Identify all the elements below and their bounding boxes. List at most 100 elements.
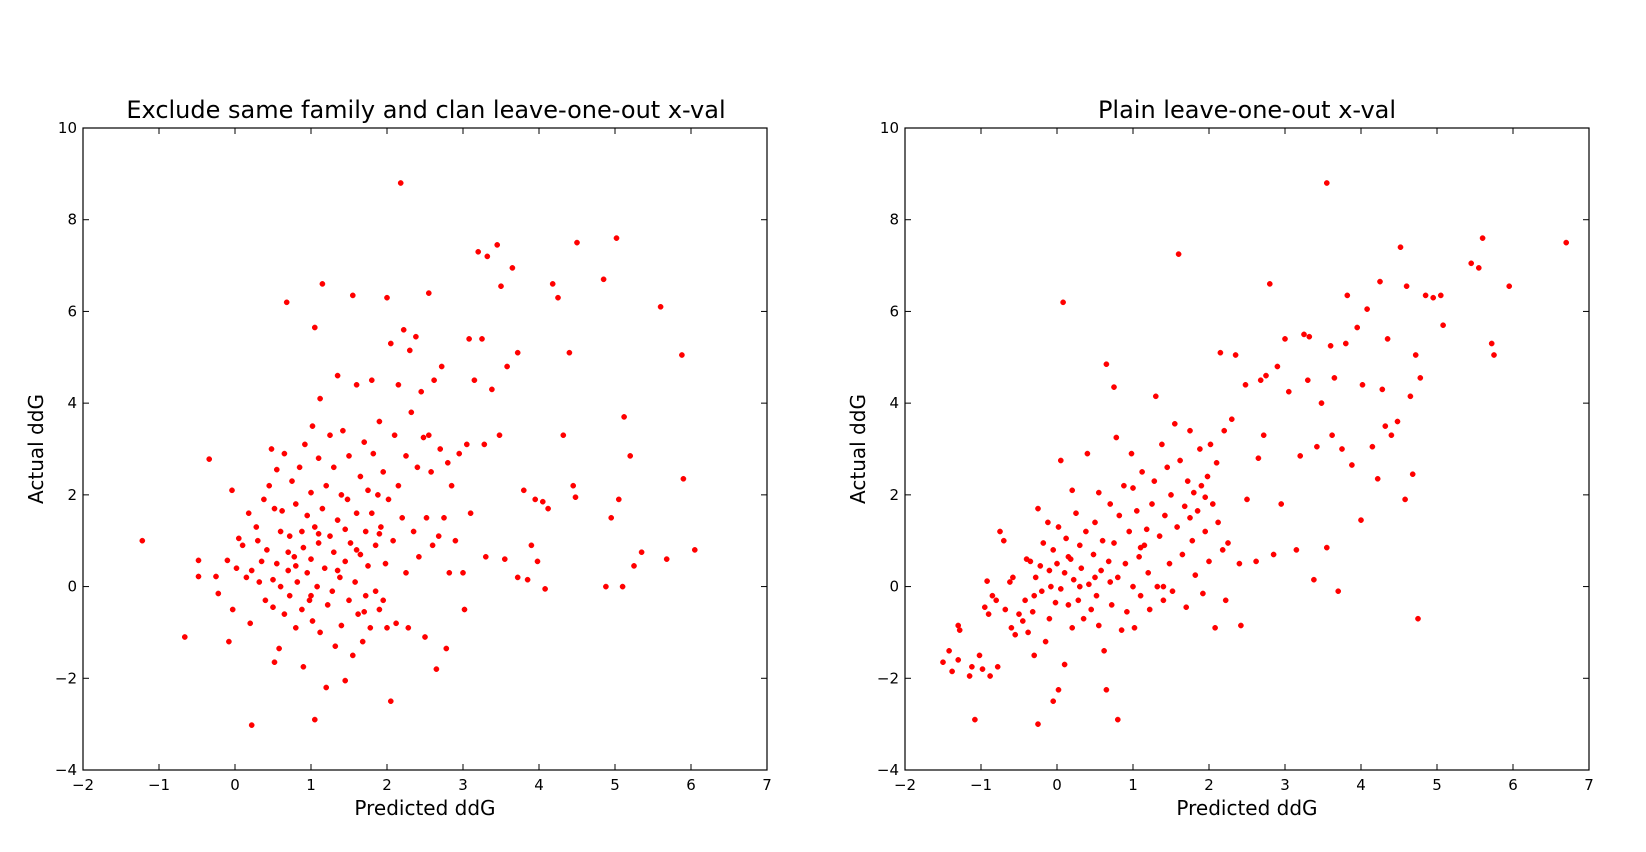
right-plot-point xyxy=(1278,501,1285,507)
right-plot-point xyxy=(1174,524,1180,530)
left-plot-point xyxy=(296,464,303,471)
left-plot-point xyxy=(349,292,356,299)
right-plot-point xyxy=(1131,624,1138,631)
right-plot-point xyxy=(1394,418,1401,425)
right-plot-point xyxy=(1206,558,1212,565)
left-plot-point xyxy=(139,537,146,544)
right-plot-point xyxy=(1190,489,1197,496)
right-plot-point xyxy=(1038,588,1045,595)
right-plot-point xyxy=(1054,560,1060,567)
left-plot-point xyxy=(277,528,284,535)
left-plot-point xyxy=(292,501,299,507)
right-plot-point xyxy=(1384,336,1391,342)
right-plot-point xyxy=(1236,560,1243,567)
left-plot-point xyxy=(353,547,360,553)
right-plot-point xyxy=(1090,551,1097,558)
left-plot-point xyxy=(484,253,491,260)
right-plot-point xyxy=(1202,494,1209,501)
right-plot-point xyxy=(1139,469,1145,475)
left-plot-point xyxy=(619,583,626,590)
right-plot-point xyxy=(1108,602,1115,608)
left-plot-point xyxy=(403,569,409,576)
right-plot-point xyxy=(1124,608,1130,615)
left-plot-point xyxy=(334,517,341,523)
right-plot-point xyxy=(1103,361,1110,368)
left-plot-point xyxy=(342,558,349,565)
right-plot-point xyxy=(1274,363,1281,370)
left-plot-point xyxy=(395,381,402,388)
right-plot-point xyxy=(949,668,955,675)
left-plot-x-tick-label: 2 xyxy=(382,776,392,794)
right-plot-point xyxy=(946,647,952,654)
right-plot-point xyxy=(1032,574,1039,581)
right-plot-point xyxy=(1156,533,1163,539)
left-plot-point xyxy=(413,333,419,340)
right-plot-point xyxy=(1012,631,1019,638)
left-plot-point xyxy=(213,573,219,580)
right-plot-point xyxy=(1359,381,1366,388)
right-plot-point xyxy=(1222,597,1229,604)
left-plot-x-tick-label: 7 xyxy=(762,776,772,794)
left-plot-point xyxy=(638,549,645,556)
left-plot-point xyxy=(378,524,384,530)
left-plot-point xyxy=(361,439,368,445)
right-plot-point xyxy=(1189,537,1196,544)
right-plot-point xyxy=(1046,615,1053,622)
left-plot-point xyxy=(391,432,398,439)
right-plot-point xyxy=(1335,588,1342,595)
left-plot-point xyxy=(613,235,620,241)
left-plot-point xyxy=(367,624,374,631)
left-plot-point xyxy=(258,558,265,565)
right-plot-point xyxy=(1126,528,1133,535)
left-plot-point xyxy=(334,567,341,574)
left-plot-point xyxy=(309,423,316,429)
left-plot-point xyxy=(346,597,352,604)
left-plot-point xyxy=(239,542,246,549)
left-plot-x-tick-label: −1 xyxy=(148,776,170,794)
right-plot-point xyxy=(1228,416,1235,423)
right-plot-point xyxy=(1282,336,1288,342)
right-plot-point xyxy=(1092,574,1098,581)
right-plot-point xyxy=(979,666,986,672)
right-plot-point xyxy=(1169,588,1176,595)
right-plot-point xyxy=(1022,597,1028,604)
left-plot-point xyxy=(608,514,615,521)
right-plot-point xyxy=(1479,235,1486,241)
left-plot-point xyxy=(361,608,368,615)
left-plot-y-tick-label: 4 xyxy=(67,394,77,412)
left-plot-point xyxy=(229,606,236,613)
left-plot-point xyxy=(281,611,288,617)
left-plot-point xyxy=(395,482,402,489)
left-plot-point xyxy=(437,446,444,452)
right-plot-point xyxy=(1093,592,1100,599)
right-plot-point xyxy=(1255,455,1262,462)
left-plot-point xyxy=(433,666,440,672)
left-plot-point xyxy=(545,505,551,512)
right-plot-point xyxy=(1057,586,1064,592)
right-plot-point xyxy=(972,716,978,723)
left-plot-point xyxy=(372,588,379,595)
left-plot-x-tick-label: 1 xyxy=(306,776,316,794)
left-plot-point xyxy=(384,624,390,631)
right-plot-point xyxy=(1440,322,1446,329)
right-plot-point xyxy=(1266,281,1273,287)
right-plot-point xyxy=(1242,381,1249,388)
right-scatter-plot: Plain leave-one-out x-val −2 −1 0 1 2 3 4 5 6 7 −4… xyxy=(846,96,1594,820)
left-plot-point xyxy=(410,528,417,535)
right-plot-point xyxy=(1187,427,1193,434)
left-plot-point xyxy=(248,722,255,728)
right-plot-point xyxy=(1063,535,1069,542)
left-plot-point xyxy=(494,242,501,248)
left-plot-point xyxy=(268,446,275,452)
left-plot-point xyxy=(289,478,295,484)
right-plot-point xyxy=(1285,388,1292,395)
left-plot-point xyxy=(206,456,213,462)
right-plot-point xyxy=(1422,292,1429,299)
right-plot-point xyxy=(1128,450,1135,457)
right-plot-point xyxy=(1055,524,1062,530)
left-plot-point xyxy=(299,606,305,613)
left-plot-point xyxy=(460,569,466,576)
right-plot-y-tick-label: 0 xyxy=(889,578,899,596)
left-plot-point xyxy=(414,464,421,471)
